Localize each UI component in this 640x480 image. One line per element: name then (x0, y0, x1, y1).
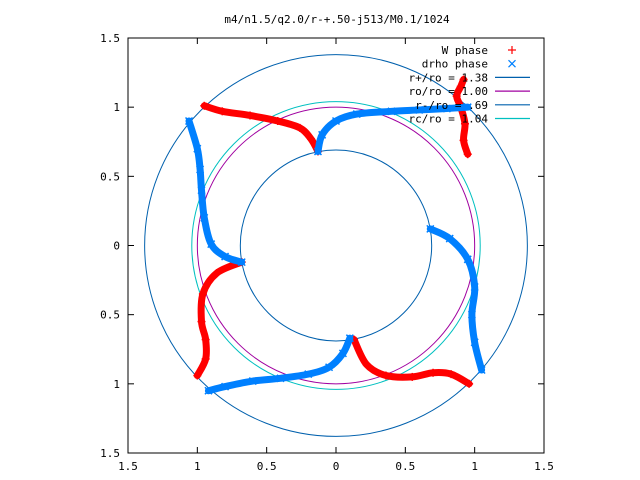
x-tick-label-5: 1 (471, 460, 478, 473)
y-tick-label-1: 1 (113, 101, 120, 114)
w-phase-point-0-2 (246, 111, 255, 120)
drho-phase-point-3-7 (204, 386, 213, 395)
drho-phase-point-3-5 (248, 377, 257, 386)
drho-phase-point-0-4 (200, 213, 209, 222)
drho-phase-point-1-2 (331, 116, 341, 126)
drho-phase-point-0-0 (184, 116, 194, 126)
drho-phase-point-2-4 (467, 310, 476, 319)
x-tick-label-1: 1 (194, 460, 201, 473)
x-tick-label-3: 0 (333, 460, 340, 473)
circle-series-3 (191, 101, 481, 390)
legend-label-4: r-/ro = .69 (415, 99, 488, 112)
w-phase-point-1-4 (452, 92, 461, 101)
legend-label-3: ro/ro = 1.00 (409, 85, 488, 98)
y-tick-label-6: 1.5 (100, 447, 120, 460)
w-phase-point-0-5 (307, 134, 316, 143)
x-tick-label-2: 0.5 (257, 460, 277, 473)
drho-phase-point-0-3 (197, 186, 206, 195)
drho-phase-point-1-6 (442, 104, 451, 113)
x-tick-label-6: 1.5 (534, 460, 554, 473)
y-tick-label-0: 1.5 (100, 32, 120, 45)
drho-phase-point-0-7 (237, 258, 246, 267)
x-tick-label-4: 0.5 (395, 460, 415, 473)
drho-phase-point-3-6 (221, 382, 230, 391)
drho-phase-point-2-5 (470, 338, 479, 347)
w-phase-point-3-1 (201, 354, 210, 363)
w-phase-point-0-1 (218, 107, 227, 116)
w-phase-point-0-0 (200, 101, 209, 110)
legend-swatch-0 (508, 46, 516, 54)
legend-label-2: r+/ro = 1.38 (409, 71, 488, 84)
w-phase-point-1-0 (463, 150, 472, 159)
circle-series-1 (196, 106, 476, 385)
w-phase-point-3-2 (201, 335, 210, 344)
w-phase-point-3-3 (197, 317, 206, 326)
w-phase-point-3-5 (212, 269, 221, 278)
ticks-group: 1.5 1 0.5 0 0.5 1 1.51.510.500.511.5 (100, 32, 554, 473)
w-phase-point-1-6 (459, 75, 468, 84)
drho-phase-point-3-0 (345, 334, 354, 343)
circle-series-0 (144, 54, 528, 437)
circle-series-2 (239, 149, 433, 342)
y-tick-label-4: 0.5 (100, 309, 120, 322)
drho-phase-point-3-4 (276, 374, 285, 383)
circles-group (144, 54, 528, 437)
drho-phase-point-0-2 (196, 165, 205, 174)
w-phase-point-0-3 (273, 117, 282, 125)
y-tick-label-5: 1 (113, 378, 120, 391)
y-tick-label-2: 0.5 (100, 170, 120, 183)
drho-phase-point-0-5 (207, 240, 216, 249)
drho-phase-point-0-6 (221, 252, 230, 261)
legend-label-1: drho phase (422, 58, 488, 71)
w-phase-point-2-2 (429, 368, 438, 377)
w-phase-point-2-4 (381, 371, 390, 380)
w-phase-point-0-4 (295, 123, 304, 132)
drho-phase-point-2-0 (426, 224, 435, 233)
drho-phase-point-1-7 (463, 103, 472, 112)
w-phase-point-3-4 (198, 289, 207, 298)
drho-phase-point-1-4 (387, 107, 396, 116)
drho-phase-point-3-2 (325, 363, 334, 372)
w-phase-point-3-0 (193, 371, 202, 380)
y-tick-label-3: 0 (113, 240, 120, 253)
drho-phase-point-1-1 (318, 130, 327, 139)
w-phase-point-2-3 (408, 372, 417, 381)
drho-phase-point-2-6 (477, 365, 486, 375)
drho-phase-point-1-3 (352, 110, 361, 119)
drho-phase-arm-2 (426, 225, 486, 374)
w-phase-point-2-1 (447, 370, 456, 379)
legend-label-5: rc/ro = 1.04 (409, 113, 489, 126)
drho-phase-arm-3 (204, 334, 354, 395)
drho-phase-point-2-3 (470, 282, 479, 292)
drho-phase-point-1-0 (313, 147, 323, 156)
drho-phase-point-1-5 (415, 105, 424, 114)
legend-label-0: W phase (442, 44, 488, 57)
drho-phase-point-3-3 (304, 370, 313, 379)
drho-phase-point-0-1 (193, 144, 202, 153)
drho-phase-point-2-2 (463, 255, 472, 264)
w-phase-point-2-5 (362, 360, 371, 369)
series-group (184, 75, 486, 395)
legend-swatch-1 (508, 59, 516, 68)
w-phase-point-1-1 (459, 136, 468, 145)
w-phase-point-2-0 (465, 379, 474, 388)
drho-phase-point-3-1 (338, 349, 347, 358)
w-phase-point-1-2 (460, 119, 469, 128)
drho-phase-point-2-1 (445, 234, 454, 243)
x-tick-label-0: 1.5 (118, 460, 138, 473)
w-phase-point-1-5 (456, 82, 465, 91)
chart-title: m4/n1.5/q2.0/r-+.50-j513/M0.1/1024 (224, 13, 450, 26)
